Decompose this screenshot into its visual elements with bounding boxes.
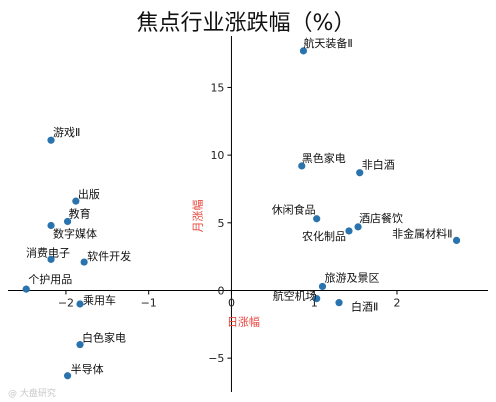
data-point [47,255,55,263]
point-label: 半导体 [71,362,104,376]
point-label: 乘用车 [83,293,116,307]
data-point [47,221,55,230]
point-label: 消费电子 [26,245,70,259]
data-point [345,227,353,235]
x-tick-label: 2 [393,296,400,309]
point-label: 非金属材料Ⅱ [392,226,452,240]
data-point [76,341,84,349]
data-point [335,299,343,307]
point-label: 白色家电 [82,331,126,345]
data-point [63,372,72,380]
point-label: 休闲食品 [272,203,316,217]
point-label: 旅游及景区 [324,270,379,284]
point-label: 航天装备Ⅱ [303,36,352,50]
data-point [354,223,362,231]
data-point [318,282,327,291]
data-point [313,295,321,303]
y-axis-label: 月涨幅 [191,200,204,233]
data-point [80,258,88,266]
y-tick-label: −5 [208,352,224,365]
point-label: 教育 [69,206,91,220]
point-label: 航空机场 [273,289,317,303]
axes [8,36,488,392]
data-point [299,47,308,55]
data-point [76,300,84,308]
point-label: 农化制品 [302,229,346,243]
point-label: 软件开发 [87,249,131,263]
y-tick-label: 10 [210,149,224,162]
x-axis-label: 日涨幅 [227,315,260,328]
x-tick-label: 1 [311,296,318,309]
y-tick-label: 5 [217,217,224,230]
watermark: @ 大盘研究 [8,387,56,399]
data-point [452,236,461,244]
chart-title: 焦点行业涨跌幅（%） [137,11,356,36]
data-point [47,136,55,144]
data-point [22,285,30,293]
point-label: 数字媒体 [53,227,97,241]
point-label: 白酒Ⅱ [351,300,378,314]
point-label: 出版 [78,187,100,201]
x-tick-label: 0 [228,296,235,309]
data-point [356,169,364,177]
y-tick-label: 15 [210,81,224,94]
y-tick-label: 0 [217,284,224,297]
point-label: 个护用品 [28,272,72,286]
point-label: 黑色家电 [302,151,346,165]
point-label: 酒店餐饮 [359,211,403,225]
data-point [313,215,321,223]
data-point [63,217,72,226]
data-point [298,162,306,170]
point-label: 游戏Ⅱ [53,126,80,139]
y-ticks: −5 0 5 10 15 [208,81,232,365]
x-tick-label: −1 [141,296,157,309]
x-tick-label: −2 [58,296,74,309]
data-point [72,197,80,205]
point-label: 非白酒 [362,158,395,172]
x-ticks: −2 −1 0 1 2 [58,290,400,309]
